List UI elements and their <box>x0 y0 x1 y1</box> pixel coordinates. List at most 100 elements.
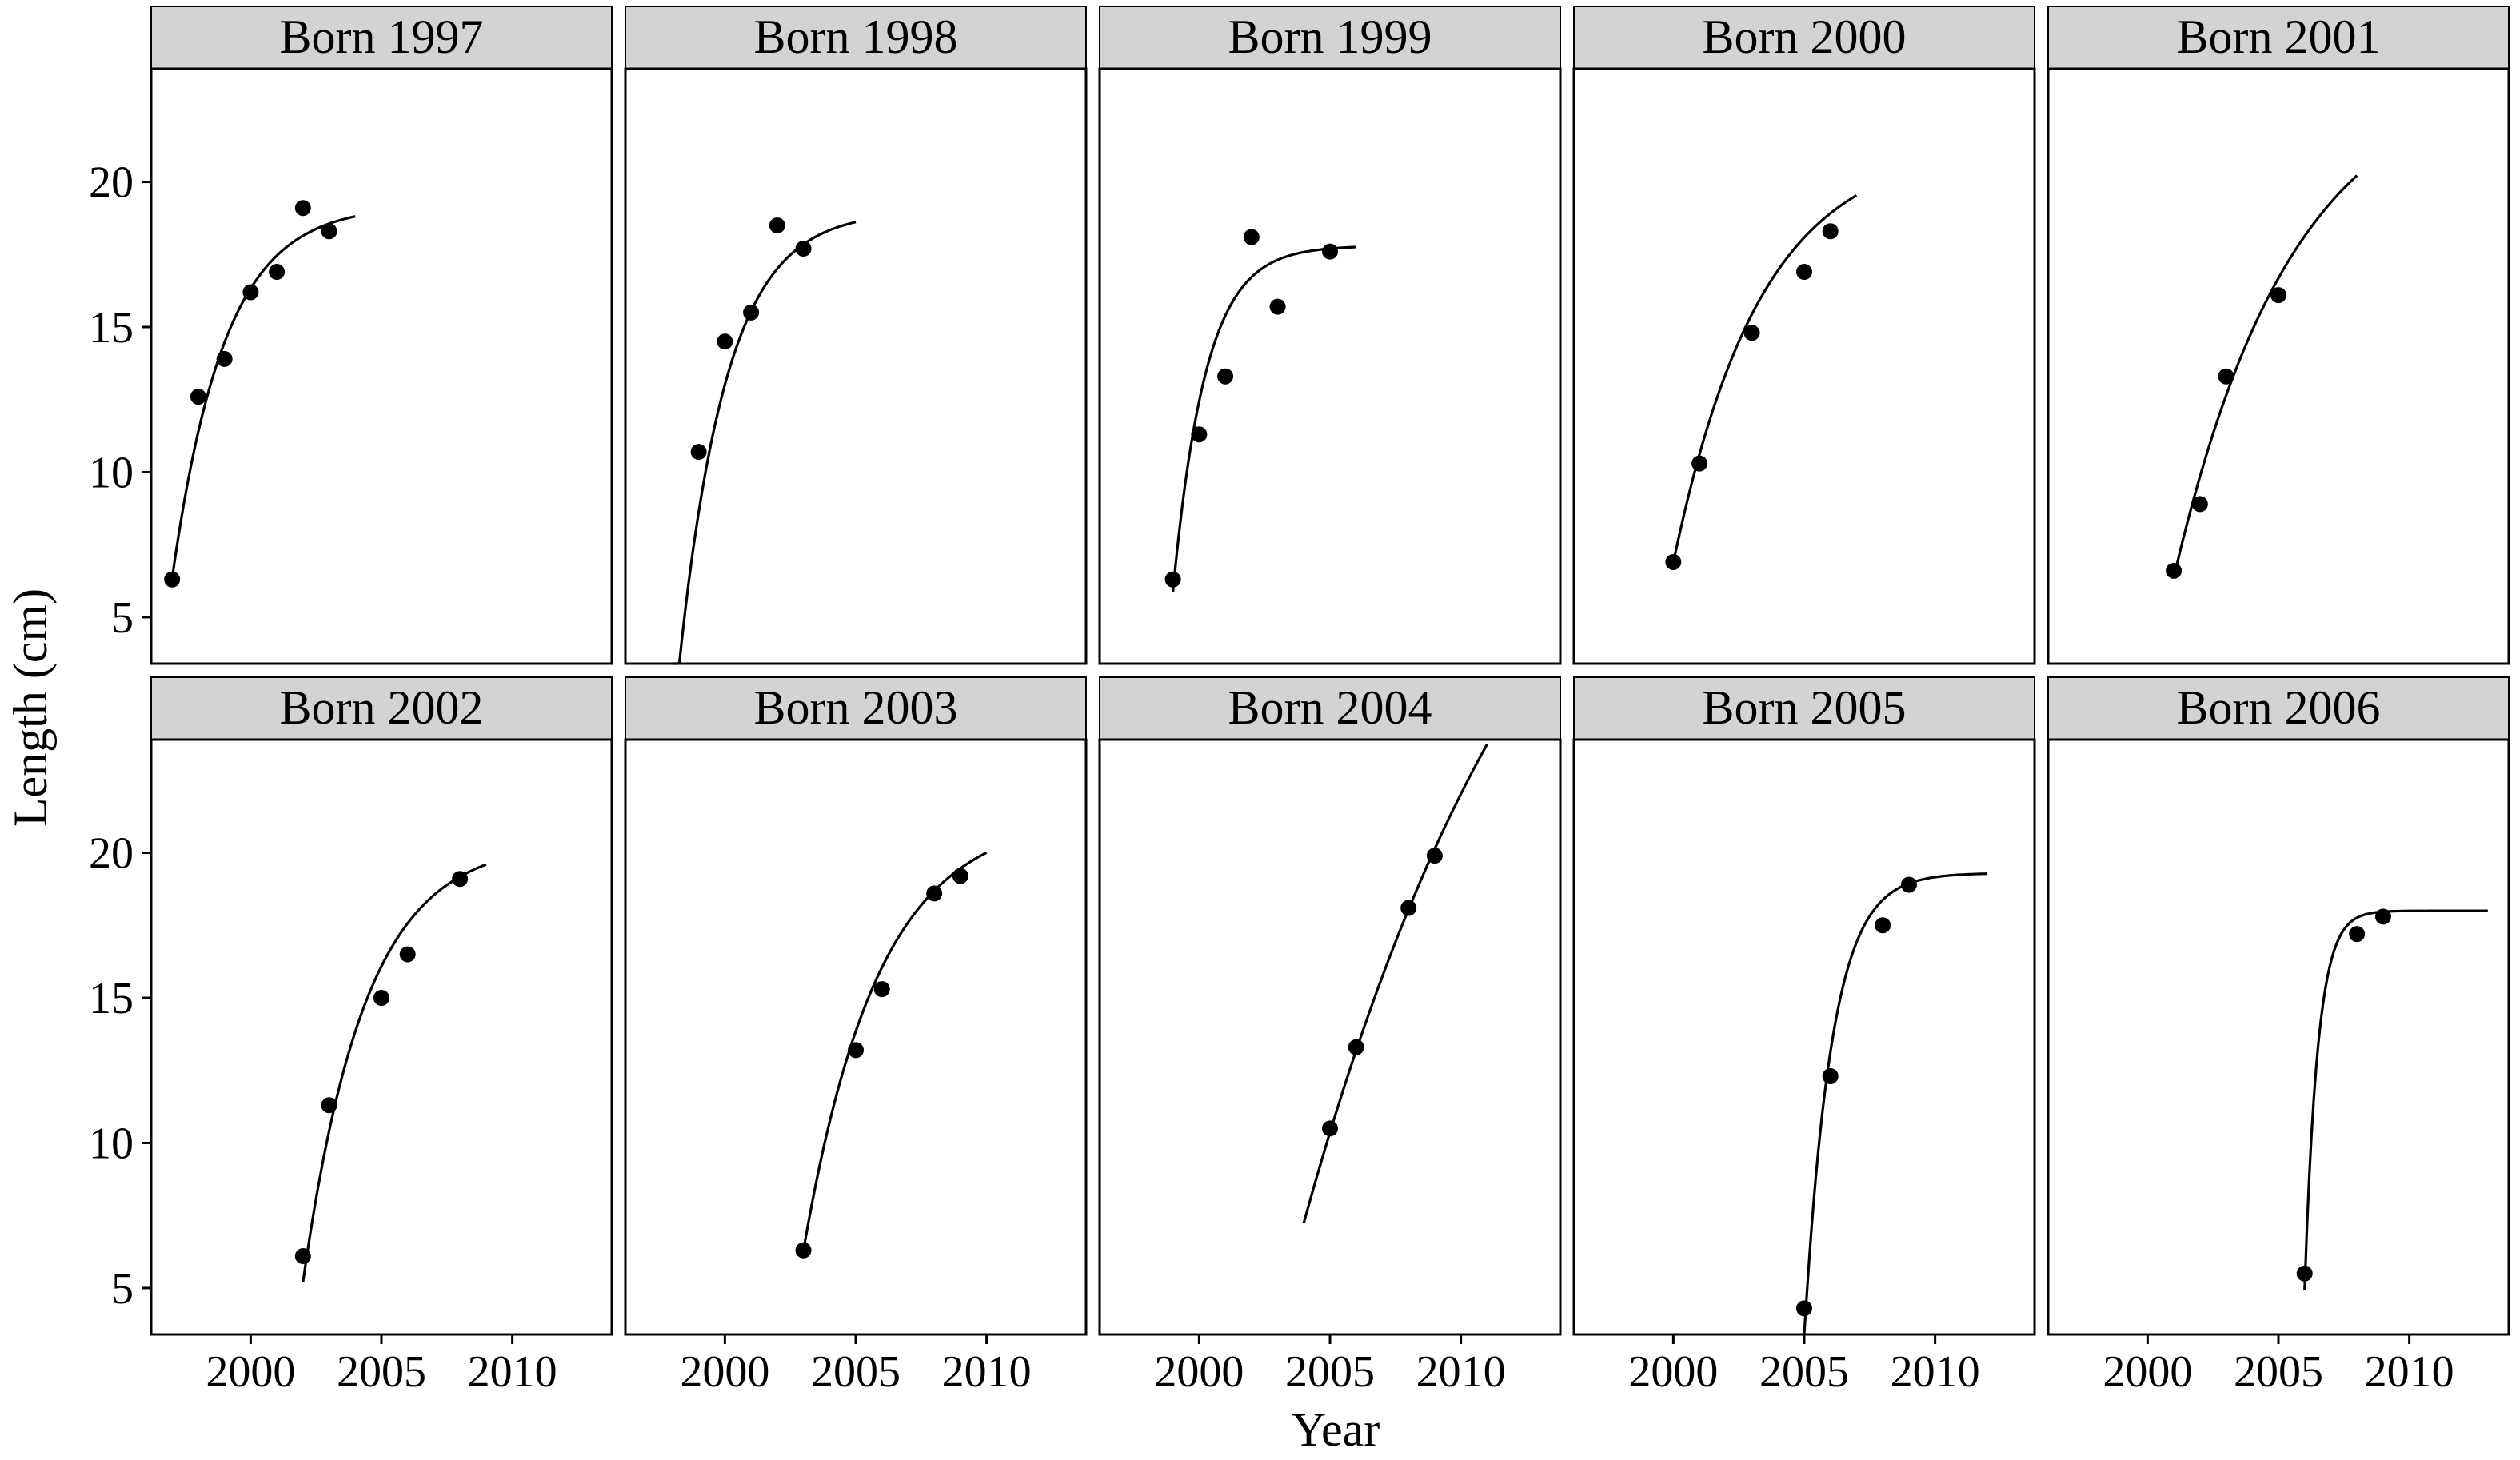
data-point <box>1191 426 1208 443</box>
y-tick-label: 20 <box>89 158 134 208</box>
data-point <box>2191 496 2208 513</box>
data-point <box>452 871 469 888</box>
data-point <box>2166 562 2183 579</box>
x-tick-label: 2005 <box>337 1347 426 1397</box>
data-point <box>2296 1265 2313 1282</box>
panel-2: Born 1998 <box>624 6 1088 665</box>
panel-1: Born 1997 5 10 15 20 <box>89 6 613 665</box>
data-point <box>399 946 416 963</box>
strip-label: Born 1998 <box>754 10 958 63</box>
data-point <box>294 200 311 217</box>
x-tick-label: 2010 <box>1416 1347 1506 1397</box>
data-point <box>926 885 943 902</box>
x-tick-label: 2010 <box>2365 1347 2454 1397</box>
x-tick-label: 2000 <box>206 1347 295 1397</box>
y-tick-label: 10 <box>89 448 134 497</box>
data-point <box>1822 1067 1839 1084</box>
x-tick-label: 2010 <box>942 1347 1032 1397</box>
panel-6: Born 2002 5 10 15 20 2000 2005 2010 <box>89 676 613 1397</box>
panel-4: Born 2000 <box>1572 6 2036 665</box>
data-point <box>242 284 259 301</box>
panel-background <box>2047 67 2510 665</box>
data-point <box>164 571 181 588</box>
data-point <box>1217 368 1234 385</box>
strip-label: Born 1999 <box>1228 10 1432 63</box>
panel-background <box>150 67 613 665</box>
x-tick-label: 2010 <box>468 1347 557 1397</box>
data-point <box>269 264 286 281</box>
data-point <box>952 868 968 884</box>
data-point <box>216 350 233 367</box>
panel-3: Born 1999 <box>1098 6 1562 665</box>
panel-7: Born 2003 2000 2005 2010 <box>624 676 1088 1397</box>
y-tick-label: 15 <box>89 974 134 1023</box>
data-point <box>690 444 707 461</box>
x-tick-label: 2000 <box>680 1347 769 1397</box>
data-point <box>1796 264 1812 281</box>
data-point <box>1322 1120 1338 1137</box>
data-point <box>717 333 733 350</box>
data-point <box>743 304 760 321</box>
data-point <box>294 1248 311 1265</box>
data-point <box>1665 553 1682 570</box>
strip-background <box>150 6 613 70</box>
data-point <box>373 990 389 1007</box>
panel-background <box>624 738 1088 1336</box>
y-tick-label: 15 <box>89 303 134 353</box>
data-point <box>2349 926 2366 943</box>
strip-background <box>150 676 613 740</box>
data-point <box>1164 571 1181 588</box>
strip-label: Born 2002 <box>280 681 484 734</box>
data-point <box>2374 908 2391 925</box>
strip-label: Born 1997 <box>280 10 484 63</box>
strip-label: Born 2006 <box>2177 681 2381 734</box>
data-point <box>1322 243 1338 260</box>
y-tick-label: 5 <box>111 593 134 643</box>
fitted-curve <box>1671 194 1858 564</box>
data-point <box>1900 876 1917 893</box>
data-point <box>1743 325 1760 341</box>
data-point <box>1243 229 1260 245</box>
panel-5: Born 2001 <box>2047 6 2510 665</box>
data-point <box>1875 917 1891 934</box>
x-tick-label: 2005 <box>1285 1347 1375 1397</box>
data-point <box>1269 298 1286 315</box>
strip-background <box>625 676 1087 740</box>
data-point <box>1822 223 1839 240</box>
strip-background <box>2047 6 2510 70</box>
strip-label: Born 2005 <box>1703 681 1907 734</box>
x-axis-title: Year <box>1292 1403 1380 1456</box>
x-tick-label: 2005 <box>811 1347 901 1397</box>
data-point <box>321 1097 337 1114</box>
panel-8: Born 2004 2000 2005 2010 <box>1098 676 1562 1397</box>
fitted-curve <box>2303 909 2488 1290</box>
panel-background <box>1572 67 2036 665</box>
x-tick-label: 2000 <box>1154 1347 1244 1397</box>
y-tick-label: 20 <box>89 829 134 879</box>
data-point <box>795 241 812 257</box>
data-point <box>1400 900 1417 916</box>
strip-background <box>1573 6 2035 70</box>
x-tick-label: 2005 <box>2234 1347 2323 1397</box>
data-point <box>848 1042 864 1059</box>
strip-background <box>2047 676 2510 740</box>
fitted-curve <box>2172 174 2358 578</box>
data-point <box>1426 848 1443 864</box>
y-tick-label: 10 <box>89 1119 134 1168</box>
panel-background <box>2047 738 2510 1336</box>
data-point <box>873 981 890 998</box>
strip-label: Born 2003 <box>754 681 958 734</box>
strip-label: Born 2001 <box>2177 10 2381 63</box>
panel-background <box>1098 738 1562 1336</box>
strip-label: Born 2004 <box>1228 681 1432 734</box>
data-point <box>2270 287 2286 304</box>
data-point <box>190 389 206 405</box>
y-tick-label: 5 <box>111 1264 134 1314</box>
data-point <box>321 223 337 240</box>
panel-background <box>150 738 613 1336</box>
strip-label: Born 2000 <box>1703 10 1907 63</box>
data-point <box>1796 1300 1812 1317</box>
panel-9: Born 2005 2000 2005 2010 <box>1572 676 2036 1397</box>
panel-background <box>1572 738 2036 1336</box>
